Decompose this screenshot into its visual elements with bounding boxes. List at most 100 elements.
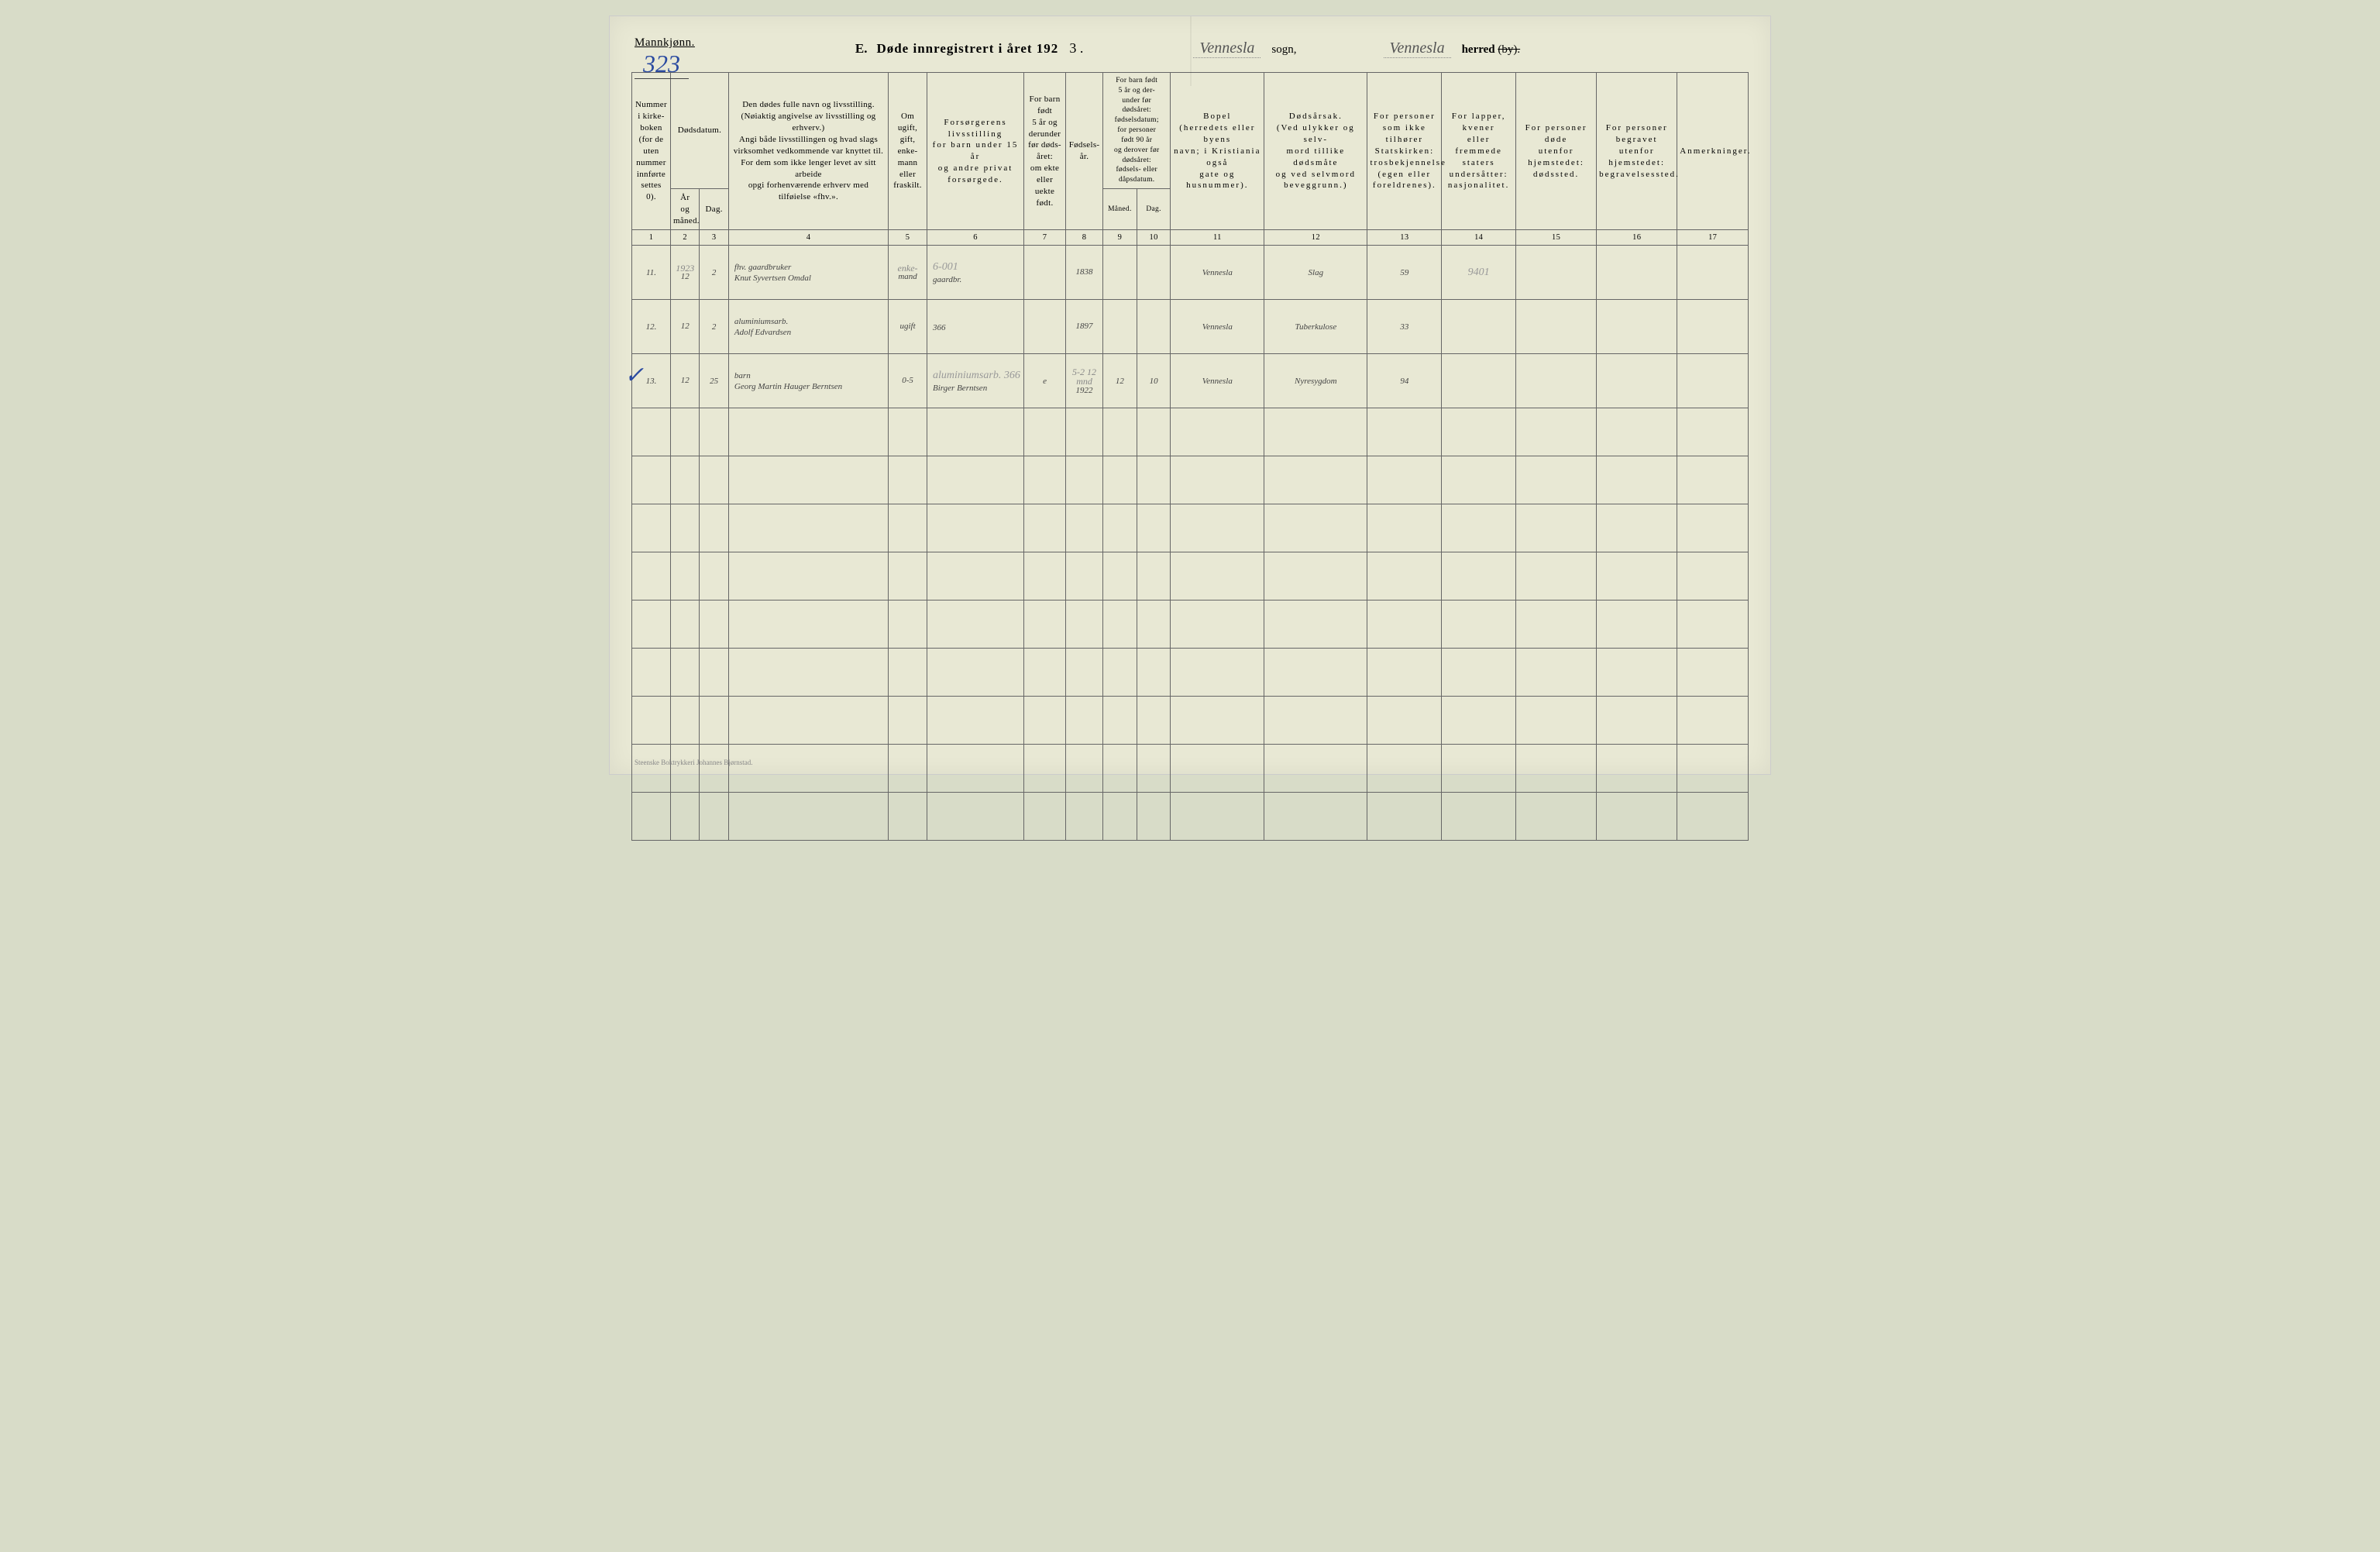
table-row — [632, 408, 1749, 456]
cell — [927, 504, 1024, 552]
cell — [1442, 649, 1516, 697]
cell — [1516, 552, 1597, 600]
cell — [1171, 649, 1264, 697]
cell — [632, 793, 671, 841]
cell: 5-2 12 mnd1922 — [1066, 354, 1103, 408]
cell — [1597, 649, 1677, 697]
cell: ✓13. — [632, 354, 671, 408]
cell — [1102, 246, 1137, 300]
cell — [700, 745, 728, 793]
cell — [1516, 300, 1597, 354]
cell — [1066, 504, 1103, 552]
cell — [1597, 793, 1677, 841]
cell — [1102, 649, 1137, 697]
cell — [728, 649, 888, 697]
cell — [1516, 456, 1597, 504]
cell — [1137, 697, 1171, 745]
cell — [927, 600, 1024, 649]
cell: 2 — [700, 300, 728, 354]
col-15-header: For personer døde utenfor hjemstedet: dø… — [1516, 73, 1597, 230]
col-5-header: Om ugift, gift, enke- mann eller fraskil… — [889, 73, 927, 230]
cell — [700, 504, 728, 552]
cell — [889, 649, 927, 697]
cell — [670, 649, 699, 697]
cell — [1597, 300, 1677, 354]
table-row — [632, 456, 1749, 504]
col-12-header: Dødsårsak. (Ved ulykker og selv- mord ti… — [1264, 73, 1367, 230]
cell — [632, 745, 671, 793]
cell — [1367, 600, 1442, 649]
cell — [1677, 354, 1749, 408]
cell — [1442, 504, 1516, 552]
cell: aluminiumsarb. 366Birger Berntsen — [927, 354, 1024, 408]
col-23-header-top: Dødsdatum. — [670, 73, 728, 189]
cell — [1516, 246, 1597, 300]
cell — [1137, 745, 1171, 793]
cell — [1264, 793, 1367, 841]
cell — [1102, 408, 1137, 456]
cell — [1367, 456, 1442, 504]
cell — [1102, 745, 1137, 793]
cell — [1442, 552, 1516, 600]
col-13-header: For personer som ikke tilhører Statskirk… — [1367, 73, 1442, 230]
cell — [1516, 697, 1597, 745]
col-16-header: For personer begravet utenfor hjemstedet… — [1597, 73, 1677, 230]
cell: 12 — [670, 354, 699, 408]
cell — [1023, 504, 1065, 552]
cell: 12. — [632, 300, 671, 354]
cell — [1023, 697, 1065, 745]
cell: 9401 — [1442, 246, 1516, 300]
cell — [1677, 456, 1749, 504]
cell — [1367, 504, 1442, 552]
cell — [1066, 552, 1103, 600]
cell — [1137, 793, 1171, 841]
cell — [700, 408, 728, 456]
cell — [728, 456, 888, 504]
cell — [1171, 697, 1264, 745]
cell — [889, 793, 927, 841]
colnum: 3 — [700, 230, 728, 246]
colnum: 7 — [1023, 230, 1065, 246]
cell: 12 — [1102, 354, 1137, 408]
mannkjonn-label: Mannkjønn. — [635, 36, 695, 50]
cell — [1066, 745, 1103, 793]
cell — [632, 600, 671, 649]
cell — [1023, 600, 1065, 649]
title-main: Døde innregistrert i året 192 — [876, 41, 1058, 57]
cell — [927, 793, 1024, 841]
cell — [1171, 408, 1264, 456]
cell — [728, 745, 888, 793]
cell — [889, 745, 927, 793]
cell — [1367, 697, 1442, 745]
colnum: 13 — [1367, 230, 1442, 246]
cell — [1137, 456, 1171, 504]
colnum: 14 — [1442, 230, 1516, 246]
cell — [1102, 456, 1137, 504]
cell: 2 — [700, 246, 728, 300]
cell — [927, 552, 1024, 600]
colnum: 11 — [1171, 230, 1264, 246]
cell — [1516, 600, 1597, 649]
colnum: 4 — [728, 230, 888, 246]
cell: 10 — [1137, 354, 1171, 408]
cell — [1442, 354, 1516, 408]
cell — [1023, 246, 1065, 300]
cell — [670, 552, 699, 600]
cell — [1137, 300, 1171, 354]
table-row: 12.122aluminiumsarb.Adolf Edvardsenugift… — [632, 300, 1749, 354]
cell — [1677, 300, 1749, 354]
table-row — [632, 697, 1749, 745]
cell: 1897 — [1066, 300, 1103, 354]
cell — [1516, 745, 1597, 793]
cell — [889, 504, 927, 552]
cell — [670, 456, 699, 504]
colnum: 5 — [889, 230, 927, 246]
cell: Tuberkulose — [1264, 300, 1367, 354]
cell: Nyresygdom — [1264, 354, 1367, 408]
sogn-value: Vennesla — [1193, 40, 1261, 58]
table-body: 11.1923122fhv. gaardbrukerKnut Syvertsen… — [632, 246, 1749, 841]
cell: Vennesla — [1171, 246, 1264, 300]
cell — [1137, 649, 1171, 697]
cell — [1367, 552, 1442, 600]
cell — [1442, 697, 1516, 745]
